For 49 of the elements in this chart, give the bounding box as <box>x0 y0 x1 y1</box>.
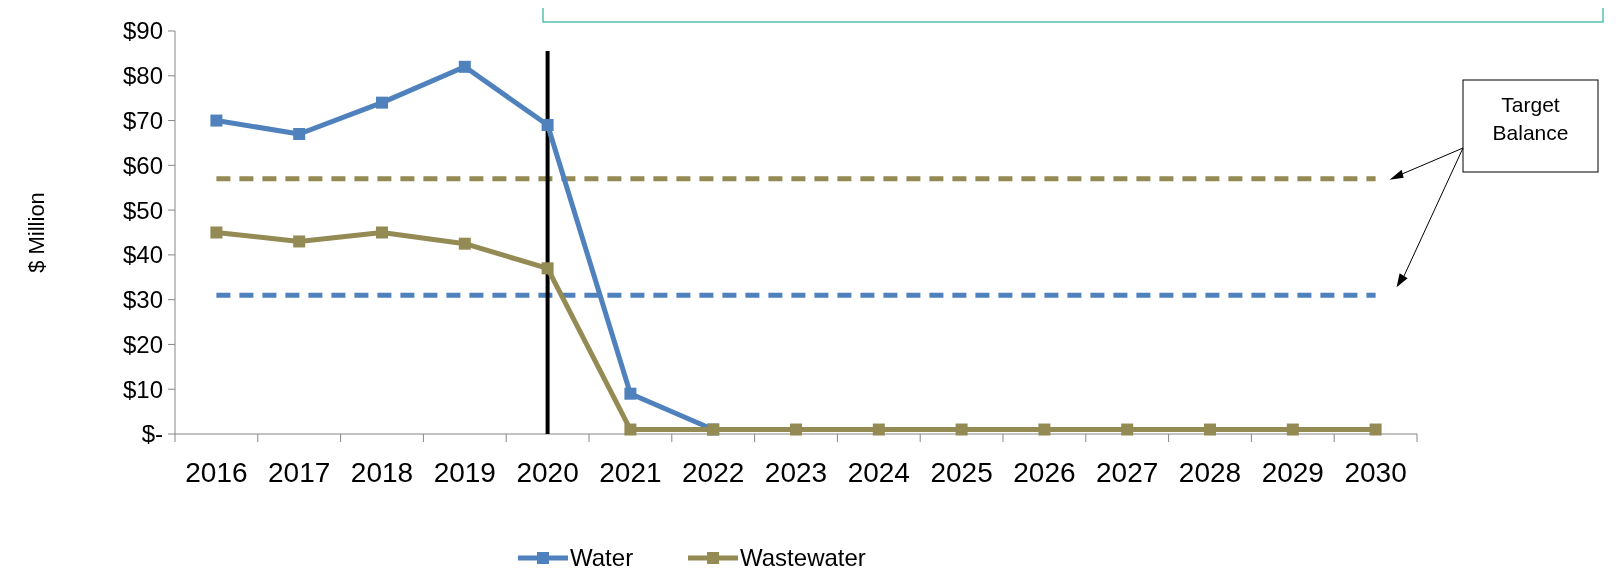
y-tick-label: $70 <box>122 106 163 134</box>
point <box>1038 423 1051 436</box>
point <box>293 235 306 248</box>
point <box>458 60 471 73</box>
x-tick-label: 2022 <box>682 457 745 488</box>
y-tick-label: $10 <box>122 375 163 403</box>
x-tick-label: 2028 <box>1178 457 1242 488</box>
x-tick-label: 2025 <box>930 457 993 488</box>
legend-label: Water <box>570 544 634 572</box>
point <box>624 423 637 436</box>
x-tick-label: 2020 <box>516 457 579 488</box>
y-axis-title: $ Million <box>24 192 49 273</box>
x-tick-label: 2030 <box>1344 457 1407 488</box>
point <box>458 237 471 250</box>
x-tick-label: 2021 <box>599 457 662 488</box>
point <box>376 96 388 109</box>
y-tick-label: $90 <box>122 17 163 45</box>
text: Target Balance <box>1492 93 1569 144</box>
point <box>790 423 802 436</box>
y-tick-label: $- <box>141 420 163 448</box>
x-tick-label: 2019 <box>433 457 496 488</box>
x-tick-label: 2023 <box>764 457 828 488</box>
legend-label: Wastewater <box>740 544 866 572</box>
point <box>624 387 637 400</box>
y-tick-label: $50 <box>122 196 163 224</box>
point <box>1369 423 1382 436</box>
x-tick-label: 2026 <box>1013 457 1076 488</box>
y-tick-label: $30 <box>122 286 163 314</box>
y-tick-label: $80 <box>122 62 163 90</box>
point <box>541 119 554 132</box>
point <box>376 226 388 239</box>
point <box>541 262 554 275</box>
point <box>210 226 223 239</box>
x-tick-label: 2024 <box>847 457 910 488</box>
point <box>1286 423 1299 436</box>
point <box>872 423 885 436</box>
point <box>1204 423 1216 436</box>
y-tick-label: $40 <box>122 241 163 269</box>
x-tick-label: 2027 <box>1096 457 1159 488</box>
point <box>955 423 968 436</box>
x-tick-label: 2018 <box>350 457 414 488</box>
x-tick-label: 2029 <box>1261 457 1324 488</box>
y-tick-label: $20 <box>122 330 163 358</box>
y-tick-label: $60 <box>122 151 163 179</box>
point <box>1121 423 1134 436</box>
point <box>293 127 306 140</box>
x-tick-label: 2017 <box>268 457 331 488</box>
x-tick-label: 2016 <box>185 457 248 488</box>
point <box>210 114 223 127</box>
